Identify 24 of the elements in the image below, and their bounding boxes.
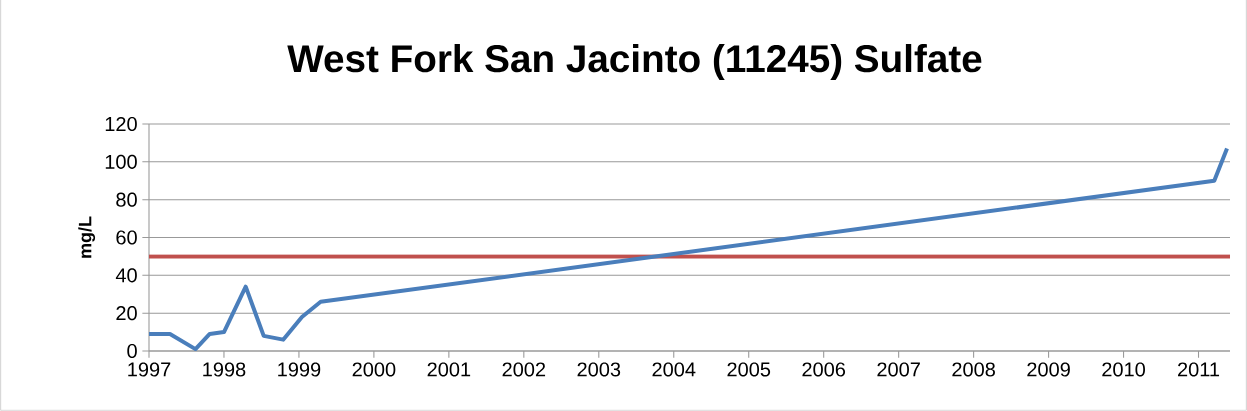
x-tick-label: 2008 — [952, 362, 995, 377]
x-tick-label: 2001 — [427, 362, 471, 377]
y-tick-label: 40 — [115, 268, 137, 283]
x-tick-label: 2010 — [1102, 362, 1145, 377]
y-tick-label: 120 — [105, 116, 137, 132]
x-tick-label: 2003 — [577, 362, 621, 377]
x-tick-label: 2000 — [352, 362, 396, 377]
y-tick-label: 0 — [127, 343, 137, 359]
y-tick-label: 100 — [105, 154, 137, 169]
x-tick-label: 2005 — [727, 362, 771, 377]
x-tick-label: 2004 — [652, 362, 696, 377]
y-tick-label: 20 — [116, 306, 137, 321]
x-tick-label: 2007 — [877, 362, 920, 377]
x-tick-label: 1998 — [203, 362, 246, 377]
x-tick-label: 2002 — [502, 362, 546, 377]
x-tick-label: 2009 — [1027, 362, 1070, 377]
y-axis-title: mg/L — [78, 216, 96, 258]
y-tick-label: 60 — [116, 230, 137, 245]
x-tick-label: 1997 — [128, 362, 171, 377]
x-tick-label: 2011 — [1178, 362, 1220, 377]
y-tick-label: 80 — [116, 192, 137, 207]
chart-title: West Fork San Jacinto (11245) Sulfate — [287, 43, 982, 81]
x-tick-label: 1999 — [278, 362, 321, 377]
x-tick-label: 2006 — [802, 362, 846, 377]
